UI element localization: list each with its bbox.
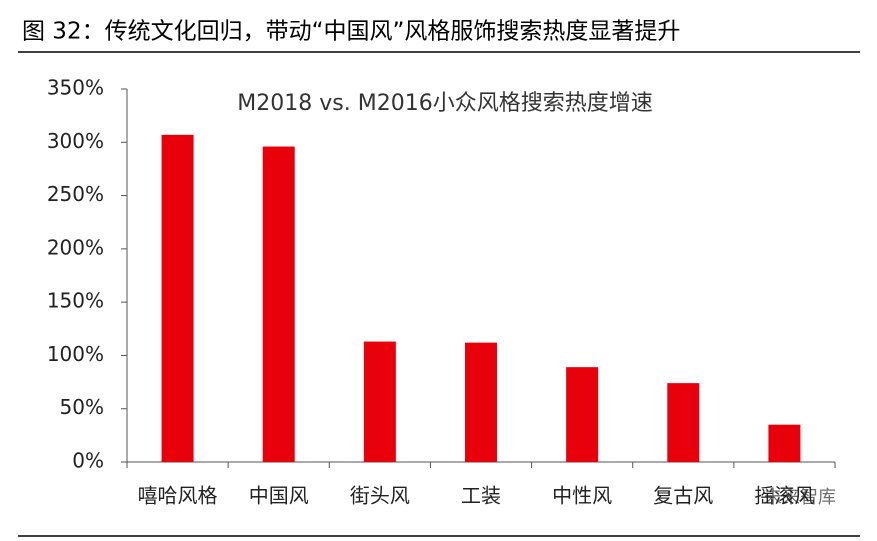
y-tick-label: 0% <box>72 449 104 473</box>
x-tick-label: 中性风 <box>552 484 612 508</box>
bar <box>262 146 295 462</box>
x-tick-label: 摇滚风 <box>754 484 814 508</box>
y-tick-label: 300% <box>47 129 104 153</box>
watermark: 未来智库 <box>764 487 836 508</box>
figure-header: 图 32：传统文化回归，带动“中国风”风格服饰搜索热度显著提升 <box>22 19 680 45</box>
bar <box>667 383 700 462</box>
bar <box>566 367 599 462</box>
bar <box>161 134 194 462</box>
x-tick-label: 工装 <box>461 484 501 508</box>
y-tick-label: 50% <box>60 395 104 419</box>
chart-title: M2018 vs. M2016小众风格搜索热度增速 <box>237 91 652 116</box>
x-tick-label: 复古风 <box>653 484 713 508</box>
bar <box>768 424 801 462</box>
y-tick-label: 350% <box>47 76 104 100</box>
bar <box>363 341 396 462</box>
y-tick-label: 100% <box>47 342 104 366</box>
x-tick-label: 中国风 <box>249 484 309 508</box>
y-tick-label: 250% <box>47 182 104 206</box>
y-tick-label: 200% <box>47 235 104 259</box>
bar <box>465 342 497 462</box>
x-tick-label: 街头风 <box>350 484 410 508</box>
y-tick-label: 150% <box>47 289 104 313</box>
x-tick-label: 嘻哈风格 <box>138 484 218 508</box>
